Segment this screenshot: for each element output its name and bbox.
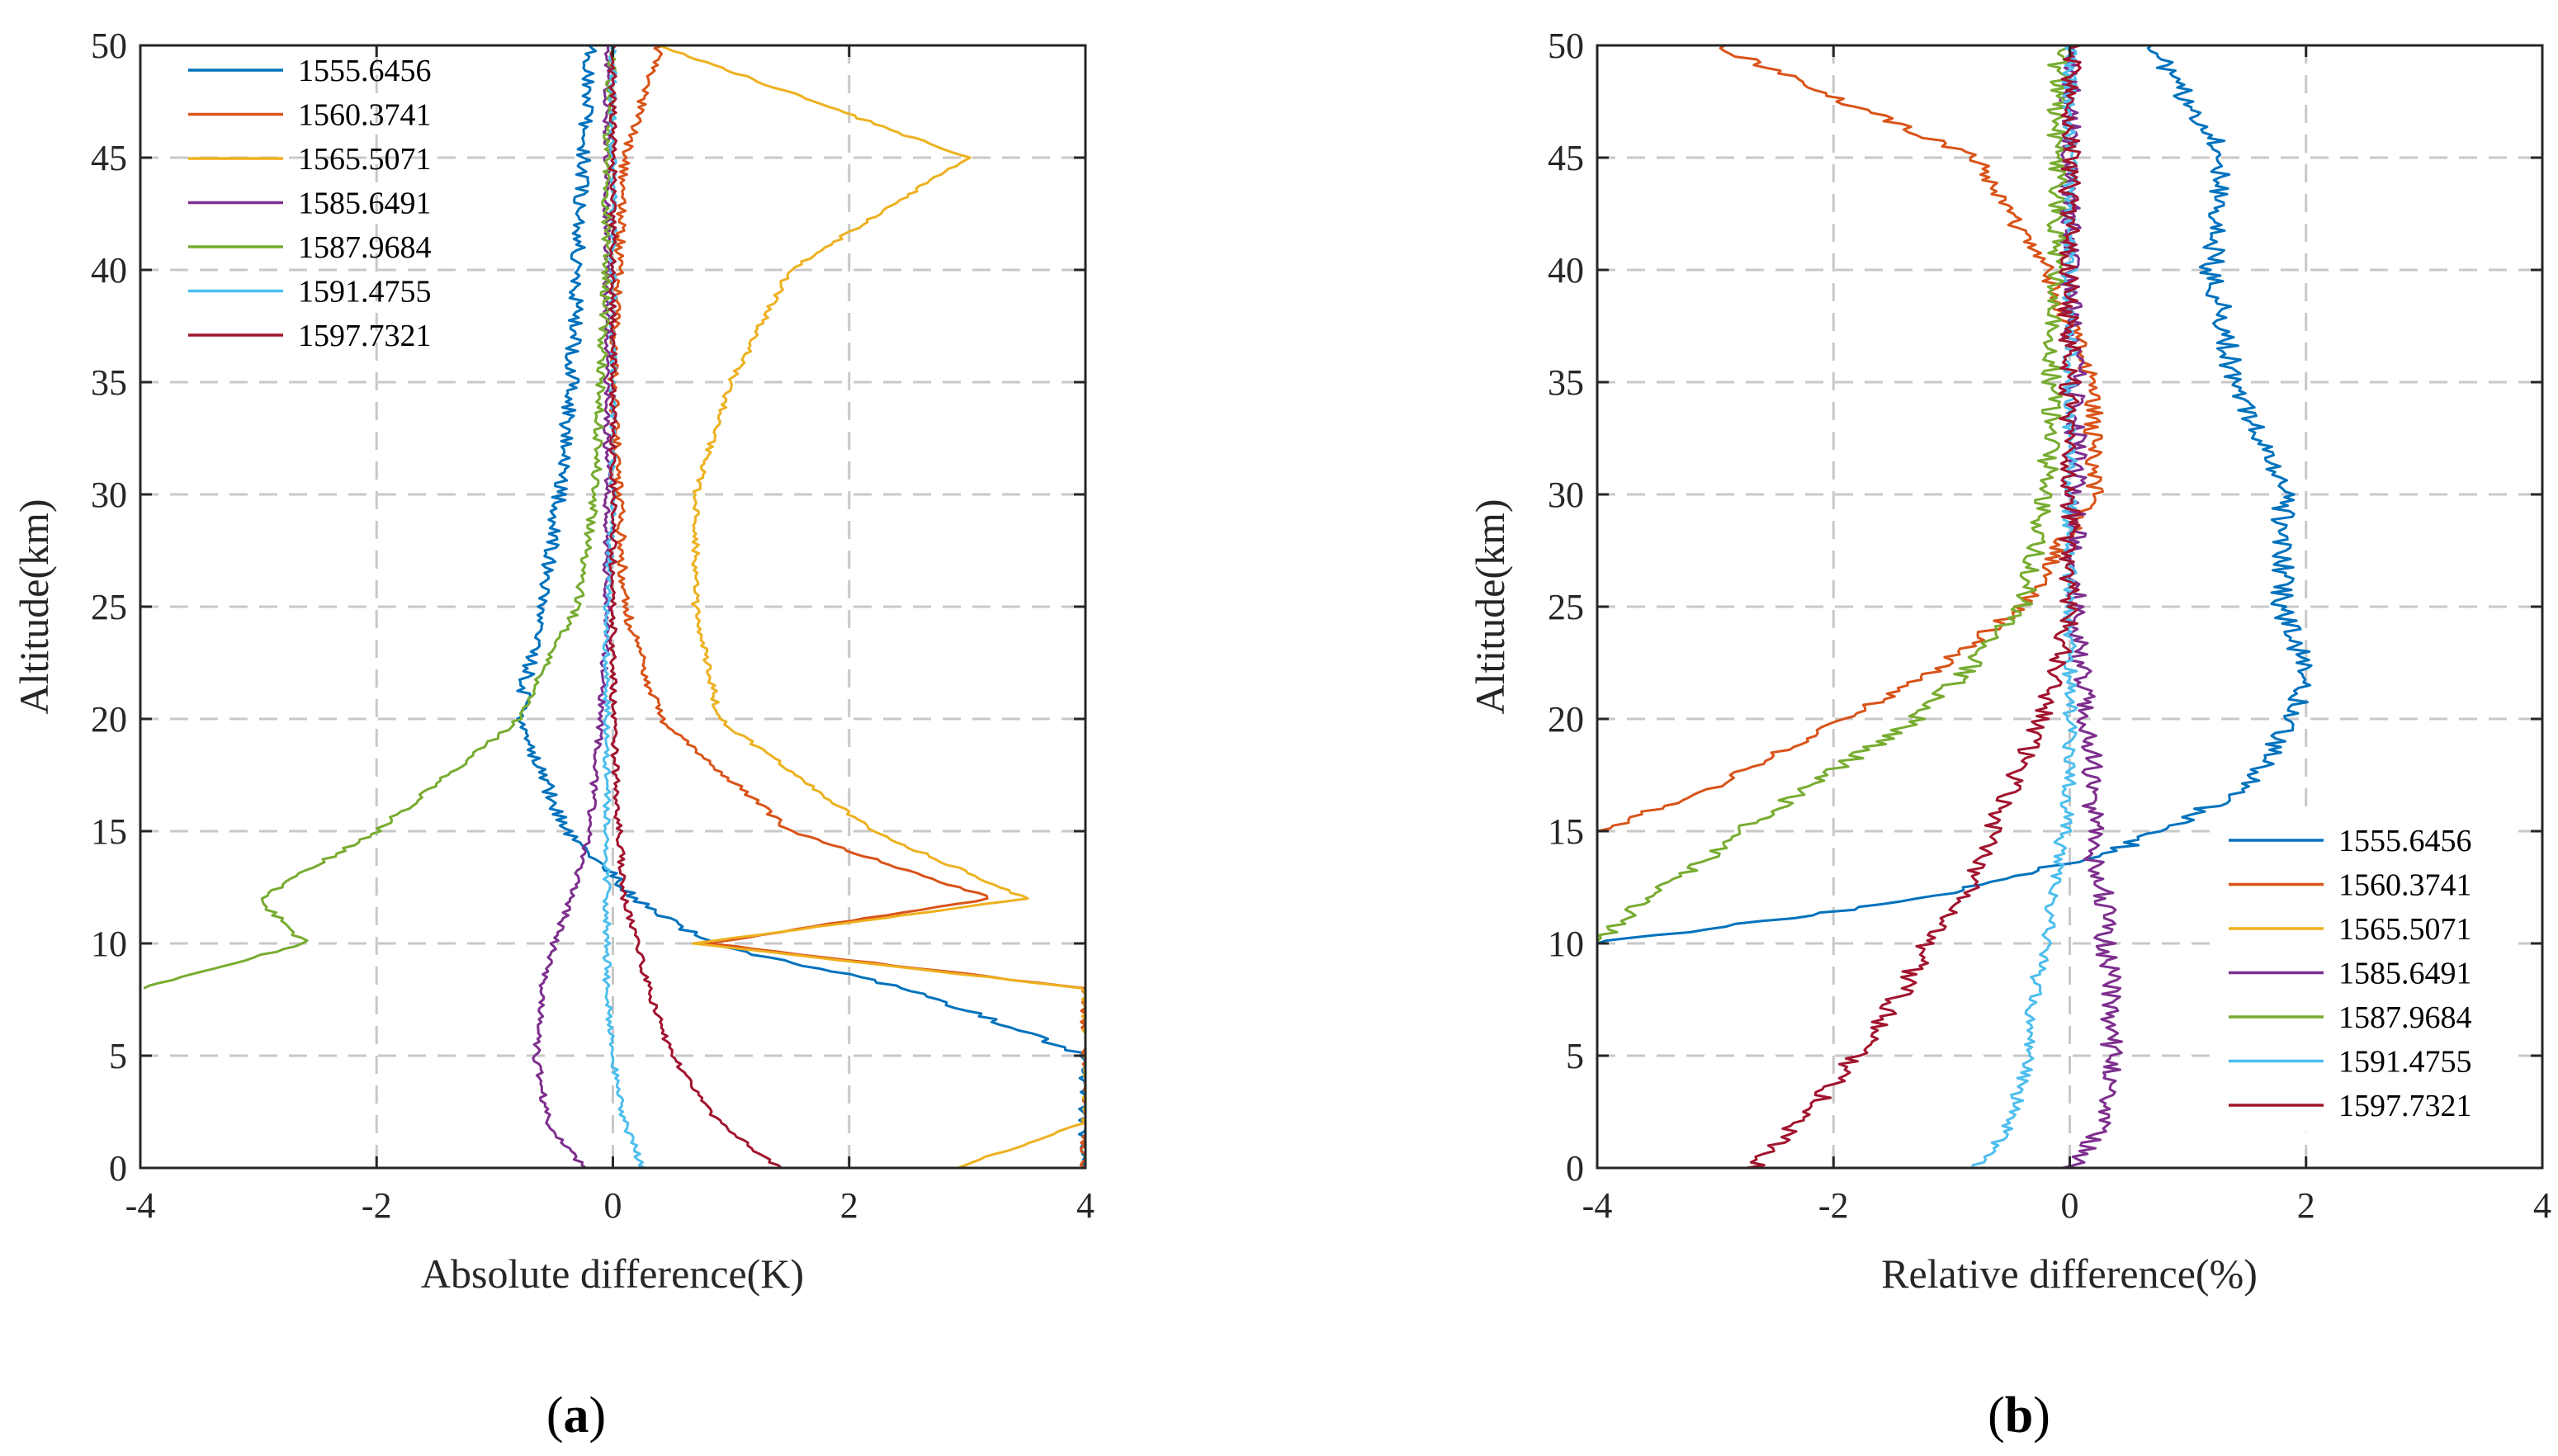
panel-label-b: (b) — [1988, 1387, 2050, 1444]
x-tick-label: -2 — [1818, 1185, 1849, 1226]
y-tick-label: 10 — [91, 924, 127, 964]
y-tick-label: 20 — [91, 699, 127, 740]
legend-a: 1555.6456 1560.3741 1565.5071 1585.6491 1587… — [188, 54, 432, 353]
y-tick-label: 30 — [91, 475, 127, 515]
series-line-1587.9684 — [143, 45, 617, 990]
legend-label: 1555.6456 — [2338, 824, 2472, 858]
y-tick-label: 35 — [1548, 362, 1584, 403]
legend-label: 1560.3741 — [298, 98, 432, 133]
legend-label: 1565.5071 — [298, 142, 432, 177]
legend-b: 1555.6456 1560.3741 1565.5071 1585.6491 1587… — [2220, 815, 2518, 1133]
legend-label: 1591.4755 — [298, 275, 432, 310]
legend-label: 1585.6491 — [2338, 957, 2472, 991]
series-line-1560.3741 — [1596, 44, 2104, 833]
y-tick-label: 0 — [1566, 1148, 1584, 1189]
legend-label: 1560.3741 — [2338, 868, 2472, 903]
grid-a — [140, 45, 1085, 1168]
legend-label: 1565.5071 — [2338, 912, 2472, 947]
y-tick-label: 45 — [91, 138, 127, 178]
legend-label: 1597.7321 — [298, 319, 432, 353]
y-tick-label: 10 — [1548, 924, 1584, 964]
y-tick-label: 0 — [109, 1148, 127, 1189]
y-tick-label: 30 — [1548, 475, 1584, 515]
x-tick-label: -2 — [362, 1185, 392, 1226]
y-axis-label-a: Altitude(km) — [11, 499, 57, 714]
x-tick-label: 4 — [1076, 1185, 1095, 1226]
series-line-1555.6456 — [516, 44, 1087, 1170]
x-tick-label: 0 — [2061, 1185, 2079, 1226]
y-tick-label: 20 — [1548, 699, 1584, 740]
series-line-1597.7321 — [1746, 44, 2082, 1170]
x-tick-label: -4 — [125, 1185, 156, 1226]
x-tick-label: 0 — [604, 1185, 622, 1226]
y-tick-label: 5 — [109, 1036, 127, 1076]
series-line-1597.7321 — [608, 44, 783, 1170]
series-line-1587.9684 — [1596, 45, 2070, 944]
y-tick-label: 15 — [91, 811, 127, 852]
x-tick-label: 4 — [2533, 1185, 2551, 1226]
y-tick-label: 40 — [91, 250, 127, 291]
legend-label: 1591.4755 — [2338, 1045, 2472, 1080]
y-axis-label-b: Altitude(km) — [1467, 499, 1513, 714]
legend-label: 1597.7321 — [2338, 1089, 2472, 1123]
x-tick-label: -4 — [1582, 1185, 1613, 1226]
y-tick-label: 25 — [1548, 587, 1584, 627]
legend-label: 1585.6491 — [298, 187, 432, 221]
series-group-b — [1596, 44, 2313, 1170]
y-tick-label: 35 — [91, 362, 127, 403]
x-axis-label-a: Absolute difference(K) — [421, 1250, 804, 1297]
legend-label: 1587.9684 — [298, 230, 432, 265]
x-tick-label: 2 — [840, 1185, 858, 1226]
series-line-1555.6456 — [1596, 44, 2313, 945]
y-tick-label: 15 — [1548, 811, 1584, 852]
legend-label: 1555.6456 — [298, 54, 432, 88]
legend-label: 1587.9684 — [2338, 1000, 2472, 1035]
y-tick-label: 25 — [91, 587, 127, 627]
series-line-1591.4755 — [1970, 44, 2078, 1169]
series-group-a — [143, 44, 1087, 1170]
series-line-1565.5071 — [658, 44, 1087, 1170]
x-axis-label-b: Relative difference(%) — [1881, 1250, 2258, 1297]
series-line-1585.6491 — [2058, 44, 2123, 1170]
y-tick-label: 50 — [1548, 26, 1584, 66]
x-tick-label: 2 — [2297, 1185, 2315, 1226]
y-tick-label: 45 — [1548, 138, 1584, 178]
panel-label-a: (a) — [546, 1387, 606, 1444]
y-tick-label: 5 — [1566, 1036, 1584, 1076]
y-tick-label: 40 — [1548, 250, 1584, 291]
y-tick-label: 50 — [91, 26, 127, 66]
